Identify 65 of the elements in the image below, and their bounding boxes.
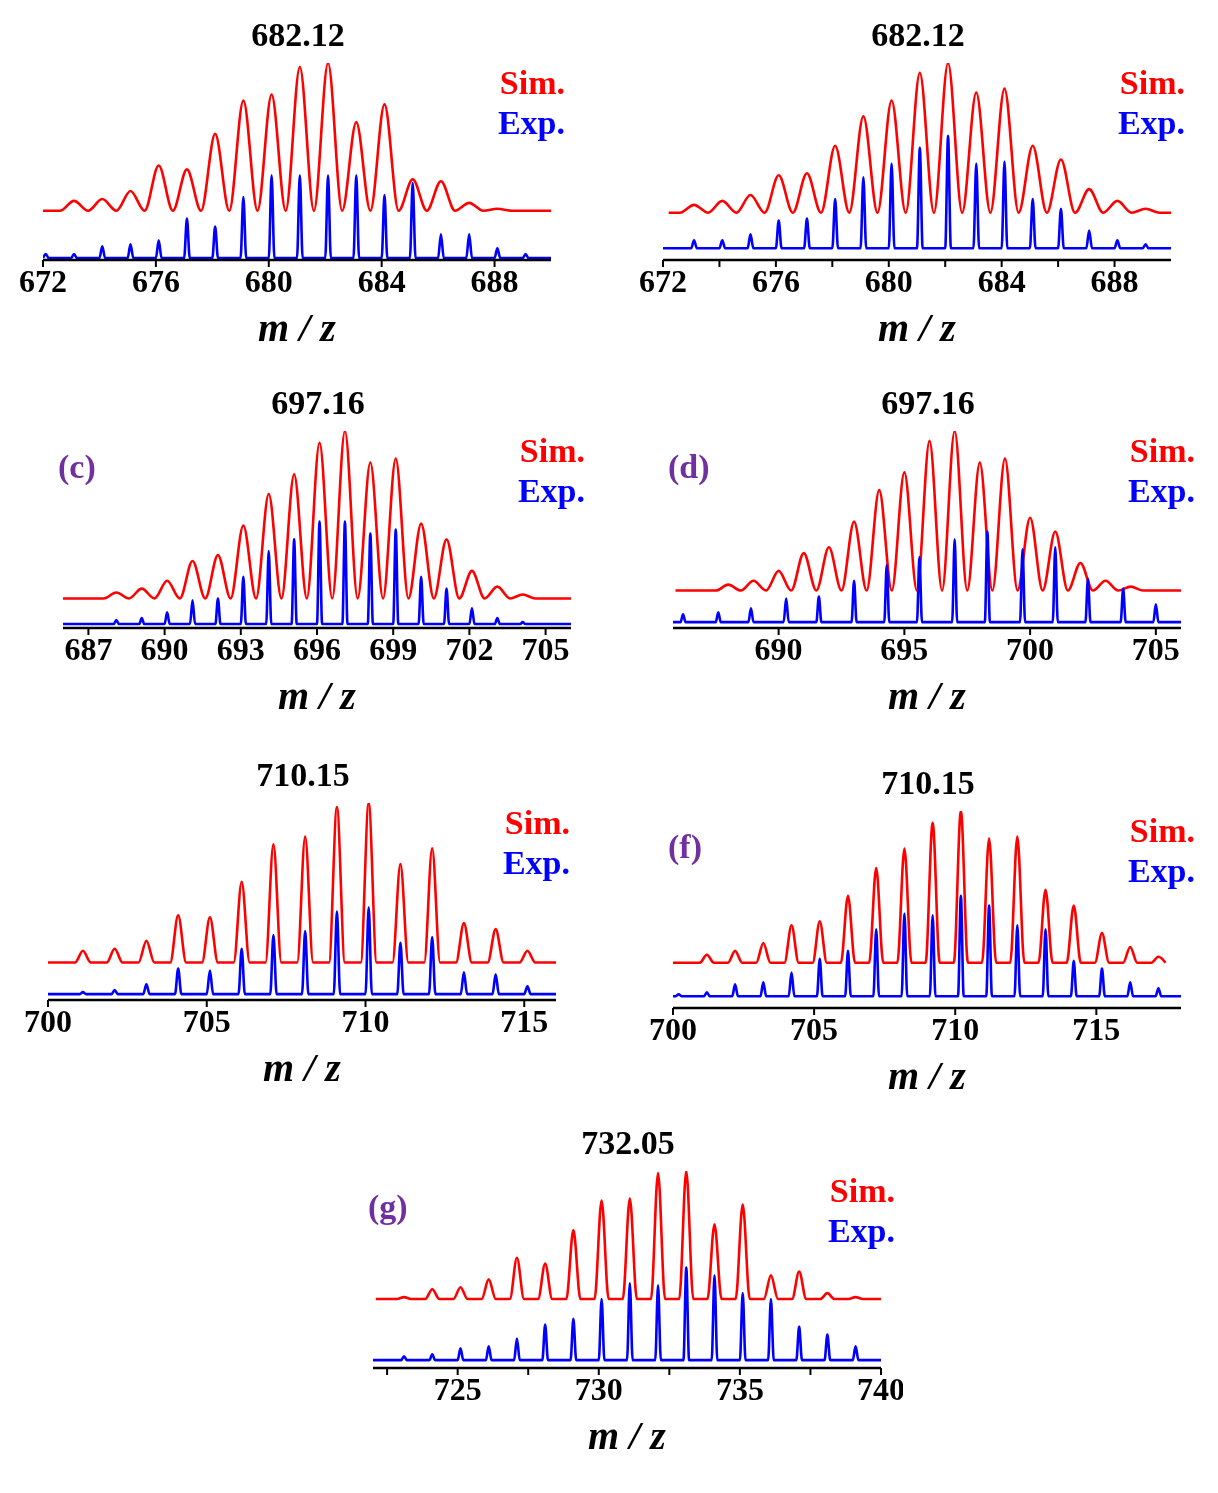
text: Sim. [498, 63, 565, 103]
x-tick-label: 684 [357, 262, 406, 299]
x-tick-label: 676 [751, 262, 800, 299]
x-tick-label: 699 [369, 630, 418, 667]
x-tick-label: 672 [19, 262, 67, 299]
x-tick-label: 715 [500, 1002, 549, 1039]
x-tick-label: 700 [24, 1002, 72, 1039]
chart-title: 710.15 [880, 764, 976, 802]
x-axis-title: m / z [257, 304, 337, 351]
annotation: (g) [368, 1188, 408, 1226]
x-tick-label: 730 [574, 1370, 623, 1407]
x-tick-label: 705 [521, 630, 570, 667]
x-axis-title: m / z [262, 1044, 342, 1091]
x-tick-label: 690 [140, 630, 189, 667]
x-tick-label: 676 [131, 262, 180, 299]
x-tick-label: 715 [1072, 1010, 1121, 1047]
x-axis-title: m / z [887, 1052, 967, 1099]
x-axis-title: m / z [587, 1412, 667, 1459]
text: Exp. [497, 103, 565, 143]
x-tick-label: 693 [216, 630, 265, 667]
text: Sim. [1128, 431, 1195, 471]
text: Exp. [502, 843, 570, 883]
x-tick-label: 687 [64, 630, 113, 667]
x-tick-label: 696 [293, 630, 341, 667]
x-tick-label: 705 [790, 1010, 839, 1047]
x-tick-label: 688 [1090, 262, 1139, 299]
annotation: (d) [668, 448, 710, 486]
x-tick-label: 725 [433, 1370, 482, 1407]
x-tick-label: 680 [864, 262, 913, 299]
chart-title: 732.05 [580, 1124, 676, 1162]
text: Exp. [517, 471, 585, 511]
text: Sim. [1128, 811, 1195, 851]
chart-title: 682.12 [250, 16, 346, 54]
x-tick-label: 680 [244, 262, 293, 299]
text: Exp. [827, 1211, 895, 1251]
chart-title: 682.12 [870, 16, 966, 54]
x-axis-title: m / z [877, 304, 957, 351]
x-tick-label: 702 [445, 630, 494, 667]
x-tick-label: 710 [341, 1002, 390, 1039]
annotation: (f) [668, 828, 702, 866]
text: Exp. [1127, 851, 1195, 891]
x-tick-label: 710 [931, 1010, 980, 1047]
x-tick-label: 700 [1006, 630, 1055, 667]
chart-title: 710.15 [255, 756, 351, 794]
text: Sim. [518, 431, 585, 471]
x-tick-label: 740 [857, 1370, 905, 1407]
annotation: (c) [58, 448, 96, 486]
x-tick-label: 695 [880, 630, 929, 667]
x-tick-label: 690 [754, 630, 803, 667]
x-tick-label: 705 [182, 1002, 231, 1039]
text: Sim. [1118, 63, 1185, 103]
text: Sim. [503, 803, 570, 843]
x-axis-title: m / z [277, 672, 357, 719]
x-tick-label: 672 [639, 262, 687, 299]
x-tick-label: 700 [649, 1010, 697, 1047]
x-tick-label: 705 [1131, 630, 1180, 667]
text: Exp. [1127, 471, 1195, 511]
x-tick-label: 688 [470, 262, 519, 299]
chart-title: 697.16 [270, 384, 366, 422]
text: Exp. [1117, 103, 1185, 143]
x-axis-title: m / z [887, 672, 967, 719]
x-tick-label: 735 [715, 1370, 764, 1407]
chart-title: 697.16 [880, 384, 976, 422]
text: Sim. [828, 1171, 895, 1211]
x-tick-label: 684 [977, 262, 1026, 299]
